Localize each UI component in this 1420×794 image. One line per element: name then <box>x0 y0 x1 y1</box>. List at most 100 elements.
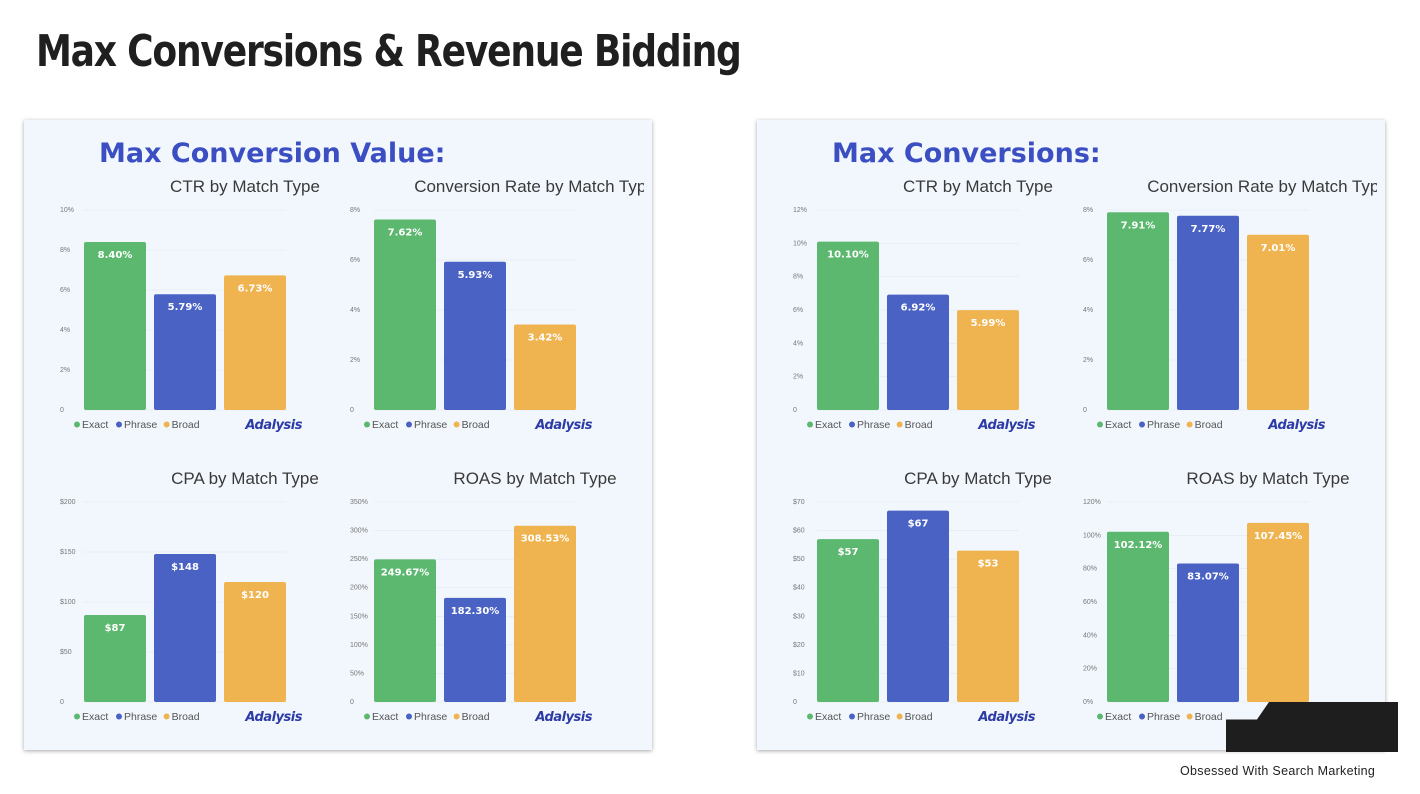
legend-dot-icon <box>163 713 170 720</box>
y-tick-label: 0 <box>793 407 797 414</box>
y-tick-label: $100 <box>60 599 76 606</box>
panel-max-conversions: Max Conversions: CTR by Match Type 0 2% 4% 6… <box>757 120 1385 750</box>
y-tick-label: 10% <box>793 240 807 247</box>
legend-dot-icon <box>74 713 80 720</box>
legend-label: Broad <box>462 711 490 723</box>
data-label: $67 <box>908 519 929 530</box>
legend-dot-icon <box>364 713 370 720</box>
legend-dot-icon <box>74 421 80 428</box>
data-label: 7.91% <box>1121 220 1156 231</box>
legend-dot-icon <box>896 421 903 428</box>
y-tick-label: 350% <box>350 499 368 506</box>
legend-label: Phrase <box>124 419 157 431</box>
bar-phrase <box>444 597 506 702</box>
y-tick-label: 0% <box>1083 699 1093 706</box>
chart-conversion-rate: Conversion Rate by Match Type 0 2% 4% 6% 8% 7.… <box>350 177 644 433</box>
data-label: $57 <box>838 547 859 558</box>
legend-label: Exact <box>82 711 108 723</box>
y-tick-label: $40 <box>793 585 805 592</box>
chart-title: Conversion Rate by Match Type <box>414 177 644 196</box>
y-tick-label: 80% <box>1083 566 1097 573</box>
legend-label: Exact <box>1105 419 1131 431</box>
legend-dot-icon <box>453 713 460 720</box>
bar-phrase <box>887 294 949 410</box>
data-label: 83.07% <box>1187 572 1229 583</box>
y-tick-label: 0 <box>350 699 354 706</box>
chart-title: ROAS by Match Type <box>453 469 616 488</box>
legend-dot-icon <box>1139 713 1145 720</box>
legend-label: Broad <box>905 419 933 431</box>
slide-title: Max Conversions & Revenue Bidding <box>36 26 742 77</box>
legend-dot-icon <box>1097 421 1103 428</box>
bar-exact <box>374 559 436 702</box>
y-tick-label: 150% <box>350 613 368 620</box>
y-tick-label: 50% <box>350 670 364 677</box>
legend-dot-icon <box>406 421 412 428</box>
y-tick-label: $70 <box>793 499 805 506</box>
data-label: 5.79% <box>168 302 203 313</box>
legend-label: Exact <box>372 711 398 723</box>
legend-dot-icon <box>364 421 370 428</box>
data-label: $87 <box>105 623 126 634</box>
legend-dot-icon <box>849 713 855 720</box>
y-tick-label: 0 <box>60 407 64 414</box>
chart-title: CTR by Match Type <box>903 177 1053 196</box>
brand-logo: Adalysis <box>1267 418 1325 433</box>
bar-broad <box>224 582 286 702</box>
chart-cpa: CPA by Match Type 0 $50 $100 $150 $200 $87 $148… <box>60 469 319 725</box>
company-logo <box>1226 702 1398 758</box>
chart-roas: ROAS by Match Type 0 50% 100% 150% 200% 250% 30… <box>350 469 617 725</box>
bar-exact <box>817 241 879 410</box>
bar-exact <box>84 242 146 410</box>
legend-dot-icon <box>453 421 460 428</box>
legend-dot-icon <box>163 421 170 428</box>
legend-label: Phrase <box>124 711 157 723</box>
y-tick-label: 4% <box>60 327 70 334</box>
bar-broad <box>1247 522 1309 702</box>
y-tick-label: $10 <box>793 670 805 677</box>
chart-title: CTR by Match Type <box>170 177 320 196</box>
legend-label: Broad <box>462 419 490 431</box>
legend-label: Exact <box>372 419 398 431</box>
chart-title: CPA by Match Type <box>904 469 1052 488</box>
y-tick-label: 0 <box>1083 407 1087 414</box>
y-tick-label: $30 <box>793 613 805 620</box>
legend-label: Broad <box>172 711 200 723</box>
bar-phrase <box>154 554 216 702</box>
data-label: 8.40% <box>98 250 133 261</box>
legend-label: Broad <box>172 419 200 431</box>
data-label: 3.42% <box>528 333 563 344</box>
data-label: 7.01% <box>1261 243 1296 254</box>
data-label: 6.73% <box>238 283 273 294</box>
chart-title: CPA by Match Type <box>171 469 319 488</box>
chart-cpa: CPA by Match Type 0 $10 $20 $30 $40 $50 $60 $70 $… <box>793 469 1052 725</box>
legend-label: Exact <box>1105 711 1131 723</box>
data-label: 10.10% <box>827 250 869 261</box>
y-tick-label: 10% <box>60 207 74 214</box>
data-label: 249.67% <box>381 567 430 578</box>
y-tick-label: 0 <box>793 699 797 706</box>
y-tick-label: 4% <box>350 307 360 314</box>
y-tick-label: 120% <box>1083 499 1101 506</box>
legend-dot-icon <box>1139 421 1145 428</box>
legend-dot-icon <box>1097 713 1103 720</box>
bar-phrase <box>444 261 506 410</box>
y-tick-label: 100% <box>1083 532 1101 539</box>
panel-max-conversion-value: Max Conversion Value: CTR by Match Type 0… <box>24 120 652 750</box>
bar-exact <box>84 615 146 702</box>
legend-label: Phrase <box>414 711 447 723</box>
brand-logo: Adalysis <box>977 418 1035 433</box>
data-label: 102.12% <box>1114 540 1163 551</box>
y-tick-label: $150 <box>60 549 76 556</box>
data-label: 7.77% <box>1191 224 1226 235</box>
y-tick-label: 4% <box>793 340 803 347</box>
y-tick-label: 0 <box>350 407 354 414</box>
logo-mark-icon <box>1226 702 1398 752</box>
legend-dot-icon <box>807 713 813 720</box>
legend-label: Phrase <box>414 419 447 431</box>
y-tick-label: 200% <box>350 585 368 592</box>
bar-broad <box>1247 234 1309 410</box>
y-tick-label: 8% <box>60 247 70 254</box>
chart-title: Conversion Rate by Match Type <box>1147 177 1377 196</box>
y-tick-label: 8% <box>793 274 803 281</box>
